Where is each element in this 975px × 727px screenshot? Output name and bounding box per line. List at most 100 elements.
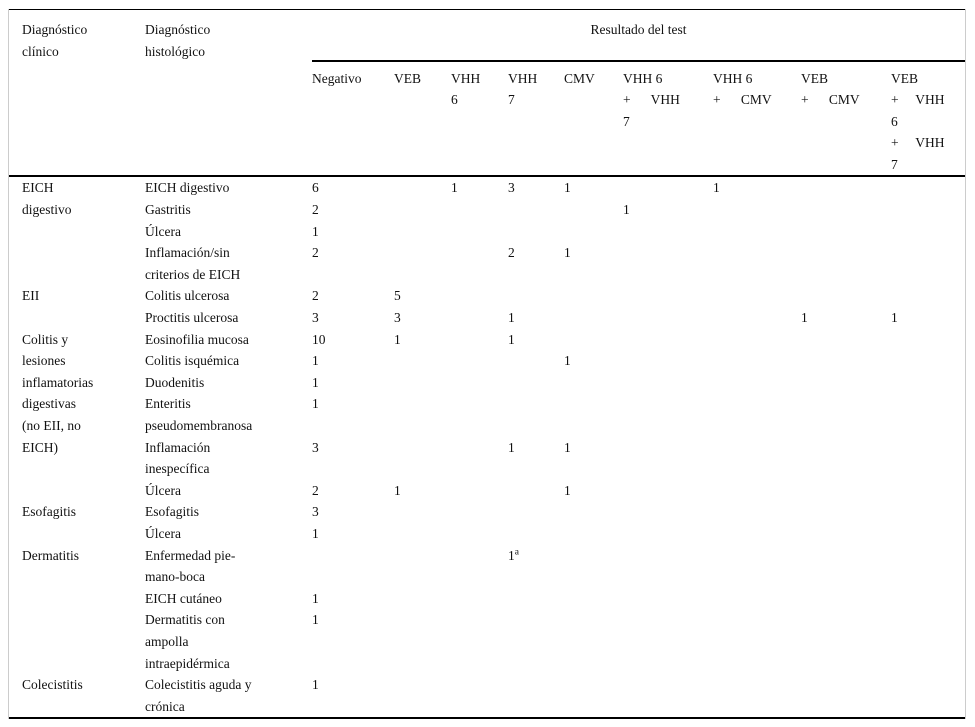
value-cell (564, 307, 623, 329)
value-cell (623, 372, 713, 394)
value-cell (801, 609, 891, 674)
value-cell (564, 501, 623, 523)
table-header: Diagnóstico clínico Diagnóstico histológ… (9, 9, 966, 178)
value-cell (451, 545, 508, 588)
value-cell: 3 (312, 310, 319, 326)
col-header-vhh7: VHH 7 (508, 60, 564, 178)
value-cell (623, 307, 713, 329)
value-cell: 2 (312, 245, 319, 261)
value-cell (451, 674, 508, 718)
value-cell (713, 674, 801, 718)
value-cell (801, 523, 891, 545)
value-cell (891, 393, 965, 436)
value-cell (891, 501, 965, 523)
value-cell (623, 501, 713, 523)
value-cell: 1 (564, 245, 571, 261)
value-cell (451, 523, 508, 545)
value-cell (508, 523, 564, 545)
header-row-top: Diagnóstico clínico Diagnóstico histológ… (9, 9, 966, 62)
value-cell (564, 674, 623, 718)
value-cell (564, 588, 623, 610)
value-cell: 1 (312, 677, 319, 693)
clinical-diagnosis-cell: Colitis y lesiones inflamatorias digesti… (22, 331, 94, 455)
histological-diagnosis-cell: Colecistitis aguda y crónica (145, 677, 252, 714)
value-cell (801, 199, 891, 221)
value-cell (713, 329, 801, 351)
value-cell (394, 674, 451, 718)
value-cell: 1 (312, 612, 319, 628)
value-cell: 1 (312, 525, 319, 541)
value-cell (891, 285, 965, 307)
value-cell (713, 437, 801, 480)
value-cell: 1 (508, 310, 515, 326)
value-cell (623, 523, 713, 545)
value-cell (623, 285, 713, 307)
histological-diagnosis-cell: Inflamación inespecífica (145, 439, 211, 477)
table-row: EII Colitis ulcerosa 2 5 (9, 285, 965, 307)
value-cell (564, 329, 623, 351)
value-cell (801, 437, 891, 480)
value-cell: 2 (508, 245, 515, 261)
histological-diagnosis-cell: Gastritis (145, 202, 191, 218)
value-cell (891, 674, 965, 718)
value-cell: 3 (312, 439, 319, 455)
value-cell (801, 393, 891, 436)
histological-diagnosis-cell: Colitis ulcerosa (145, 288, 230, 304)
value-cell (312, 545, 394, 588)
value-cell (623, 350, 713, 372)
value-cell (394, 242, 451, 285)
value-cell (508, 393, 564, 436)
value-cell (451, 501, 508, 523)
value-cell (891, 176, 965, 199)
col-header-veb-cmv: VEB + CMV (801, 60, 891, 178)
value-cell (891, 221, 965, 243)
table-row: Úlcera 2 1 1 (9, 480, 965, 502)
value-cell: 1 (312, 353, 319, 369)
value-cell (451, 437, 508, 480)
value-cell (891, 350, 965, 372)
clinical-diagnosis-cell: EII (22, 288, 40, 304)
value-cell (713, 588, 801, 610)
value-cell: 1 (312, 374, 319, 390)
value-cell (451, 588, 508, 610)
value-cell (801, 501, 891, 523)
value-cell (564, 523, 623, 545)
value-cell (508, 480, 564, 502)
value-cell: 3 (394, 310, 401, 326)
header-row-sub: Negativo VEB VHH 6 VHH 7 CMV VHH 6 + VHH 7 VHH… (9, 60, 966, 178)
value-cell (451, 285, 508, 307)
value-cell (451, 372, 508, 394)
value-cell (891, 329, 965, 351)
col-header-veb: VEB (394, 60, 451, 178)
value-cell: 2 (312, 202, 319, 218)
value-cell: 1 (394, 482, 401, 498)
value-cell (891, 480, 965, 502)
col-header-vhh6-cmv: VHH 6 + CMV (713, 60, 801, 178)
table-row: EICH digestivo EICH digestivo 6 1 3 1 1 (9, 176, 965, 217)
value-cell (623, 545, 713, 588)
histological-diagnosis-cell: Inflamación/sin criterios de EICH (145, 245, 241, 282)
value-cell: 10 (312, 331, 326, 347)
value-cell (451, 199, 508, 221)
value-cell (891, 242, 965, 285)
value-cell (713, 350, 801, 372)
value-cell (713, 501, 801, 523)
histological-diagnosis-cell: Úlcera (145, 482, 181, 498)
col-header-cmv: CMV (564, 60, 623, 178)
value-cell: 1 (508, 331, 515, 347)
col-header-vhh6: VHH 6 (451, 60, 508, 178)
value-cell (623, 588, 713, 610)
value-cell (623, 437, 713, 480)
table-row: Úlcera 1 (9, 221, 965, 243)
value-cell (891, 609, 965, 674)
value-cell (713, 480, 801, 502)
results-table: Diagnóstico clínico Diagnóstico histológ… (9, 9, 966, 720)
histological-diagnosis-cell: Duodenitis (145, 374, 205, 390)
value-cell: 3 (312, 504, 319, 520)
value-cell (508, 372, 564, 394)
value-cell (801, 372, 891, 394)
histological-diagnosis-cell: Enteritis pseudomembranosa (145, 396, 253, 433)
value-cell: 1 (564, 353, 571, 369)
histological-diagnosis-cell: Enfermedad pie- mano-boca (145, 547, 236, 585)
value-cell: 1 (564, 439, 571, 455)
